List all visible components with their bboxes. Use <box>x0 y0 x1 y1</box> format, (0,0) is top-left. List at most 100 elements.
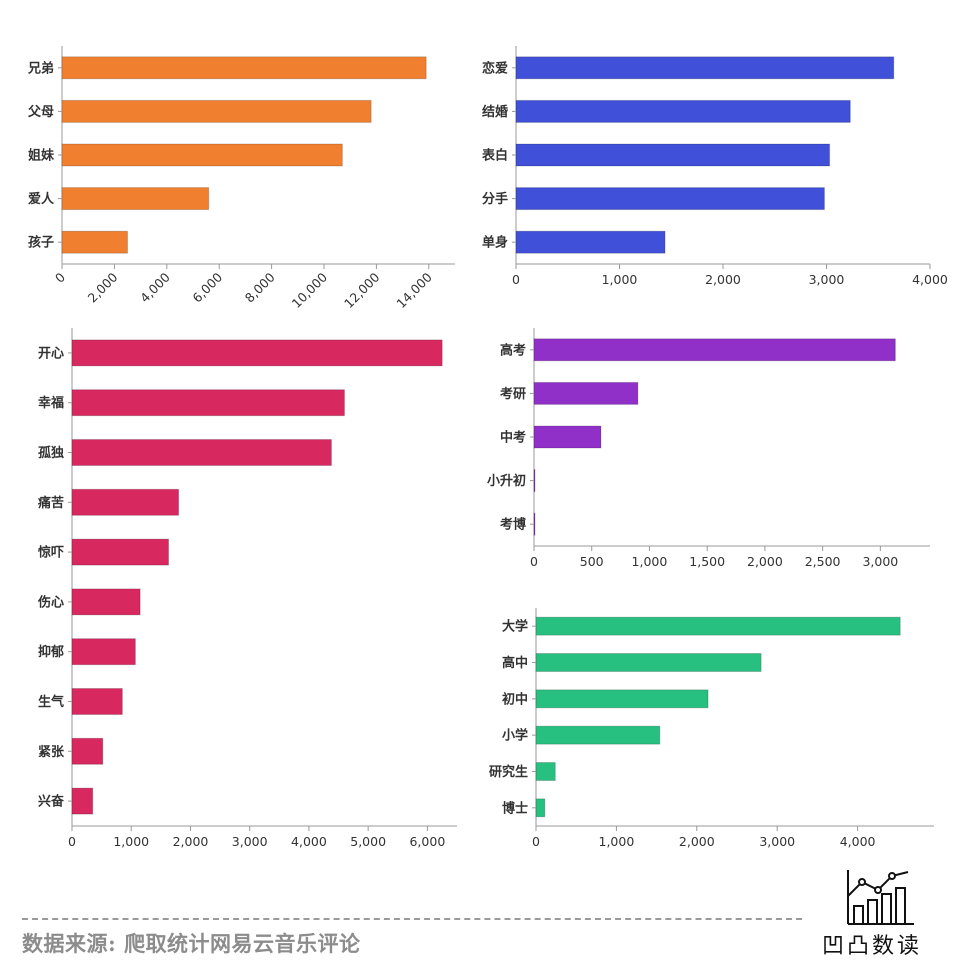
x-tick-label: 2,000 <box>85 269 121 305</box>
category-label: 兄弟 <box>27 60 54 76</box>
bar-开心 <box>71 339 443 367</box>
x-tick-label: 8,000 <box>242 269 278 305</box>
x-tick-label: 2,000 <box>747 554 783 569</box>
x-tick-label: 4,000 <box>137 269 173 305</box>
bar-高考 <box>533 338 896 362</box>
category-label: 痛苦 <box>37 495 64 511</box>
category-label: 分手 <box>482 191 508 207</box>
x-tick-label: 2,000 <box>173 834 209 849</box>
x-tick-label: 1,500 <box>689 554 725 569</box>
x-tick-label: 4,000 <box>912 272 948 287</box>
category-label: 研究生 <box>489 764 528 780</box>
x-tick-label: 14,000 <box>393 269 435 311</box>
category-label: 中考 <box>500 430 526 446</box>
logo-text: 凹凸数读 <box>822 934 923 959</box>
category-label: 生气 <box>38 694 64 710</box>
bar-大学 <box>535 616 901 636</box>
data-source: 数据来源: 爬取统计网易云音乐评论 <box>22 931 361 956</box>
category-label: 单身 <box>482 235 508 251</box>
x-tick-label: 0 <box>512 272 520 287</box>
category-label: 高中 <box>502 655 528 671</box>
bar-分手 <box>515 187 825 211</box>
category-label: 小学 <box>502 728 528 744</box>
category-label: 考研 <box>500 386 526 402</box>
category-label: 伤心 <box>37 594 64 610</box>
category-label: 幸福 <box>38 395 64 411</box>
x-tick-label: 2,000 <box>679 834 715 849</box>
category-label: 初中 <box>502 691 528 707</box>
bar-痛苦 <box>71 488 180 516</box>
category-label: 恋爱 <box>482 60 508 76</box>
x-tick-label: 0 <box>530 554 538 569</box>
x-tick-label: 1,000 <box>599 834 635 849</box>
x-tick-label: 1,000 <box>602 272 638 287</box>
x-tick-label: 10,000 <box>289 269 331 311</box>
x-tick-label: 3,000 <box>862 554 898 569</box>
category-label: 抑郁 <box>38 644 64 660</box>
bar-父母 <box>61 99 372 123</box>
bar-小学 <box>535 725 661 745</box>
bar-单身 <box>515 230 666 254</box>
bar-恋爱 <box>515 56 895 80</box>
brand-logo: 凹凸数读 <box>818 868 948 960</box>
x-tick-label: 0 <box>532 834 540 849</box>
x-tick-label: 6,000 <box>189 269 225 305</box>
category-label: 小升初 <box>487 473 526 489</box>
x-tick-label: 5,000 <box>350 834 386 849</box>
category-label: 高考 <box>500 342 526 358</box>
bar-伤心 <box>71 588 141 616</box>
bar-抑郁 <box>71 638 136 666</box>
bar-研究生 <box>535 762 556 781</box>
bar-考博 <box>533 512 536 536</box>
x-tick-label: 3,000 <box>759 834 795 849</box>
bar-line-chart-icon <box>847 870 914 925</box>
bar-小升初 <box>533 469 536 493</box>
bar-表白 <box>515 143 831 167</box>
x-tick-label: 0 <box>68 834 76 849</box>
category-label: 表白 <box>481 148 508 164</box>
footer-divider <box>22 918 802 920</box>
bar-生气 <box>71 688 123 715</box>
bar-结婚 <box>515 99 851 123</box>
category-label: 孩子 <box>28 235 54 251</box>
category-label: 爱人 <box>28 191 55 207</box>
category-label: 惊吓 <box>38 545 64 561</box>
x-tick-label: 3,000 <box>232 834 268 849</box>
bar-初中 <box>535 689 709 709</box>
bar-姐妹 <box>61 143 343 167</box>
x-tick-label: 1,000 <box>632 554 668 569</box>
x-tick-label: 0 <box>52 269 68 285</box>
bar-惊吓 <box>71 538 170 566</box>
bar-紧张 <box>71 737 104 765</box>
bar-博士 <box>535 798 546 818</box>
bar-爱人 <box>61 187 210 211</box>
bar-中考 <box>533 425 602 449</box>
category-label: 紧张 <box>38 745 65 760</box>
category-label: 考博 <box>500 517 526 533</box>
x-tick-label: 4,000 <box>840 834 876 849</box>
x-tick-label: 500 <box>580 554 604 569</box>
x-tick-label: 6,000 <box>409 834 445 849</box>
category-label: 博士 <box>502 800 528 816</box>
category-label: 姐妹 <box>28 148 55 164</box>
bar-兄弟 <box>61 56 427 80</box>
x-tick-label: 2,500 <box>805 554 841 569</box>
category-label: 大学 <box>502 619 528 635</box>
bar-兴奋 <box>71 787 94 815</box>
bar-幸福 <box>71 389 345 417</box>
x-tick-label: 1,000 <box>113 834 149 849</box>
x-tick-label: 12,000 <box>341 269 383 311</box>
bar-高中 <box>535 653 762 672</box>
bar-考研 <box>533 381 639 405</box>
bar-孤独 <box>71 439 332 466</box>
category-label: 结婚 <box>482 104 508 120</box>
x-tick-label: 2,000 <box>705 272 741 287</box>
category-label: 父母 <box>27 105 54 120</box>
x-tick-label: 4,000 <box>291 834 327 849</box>
